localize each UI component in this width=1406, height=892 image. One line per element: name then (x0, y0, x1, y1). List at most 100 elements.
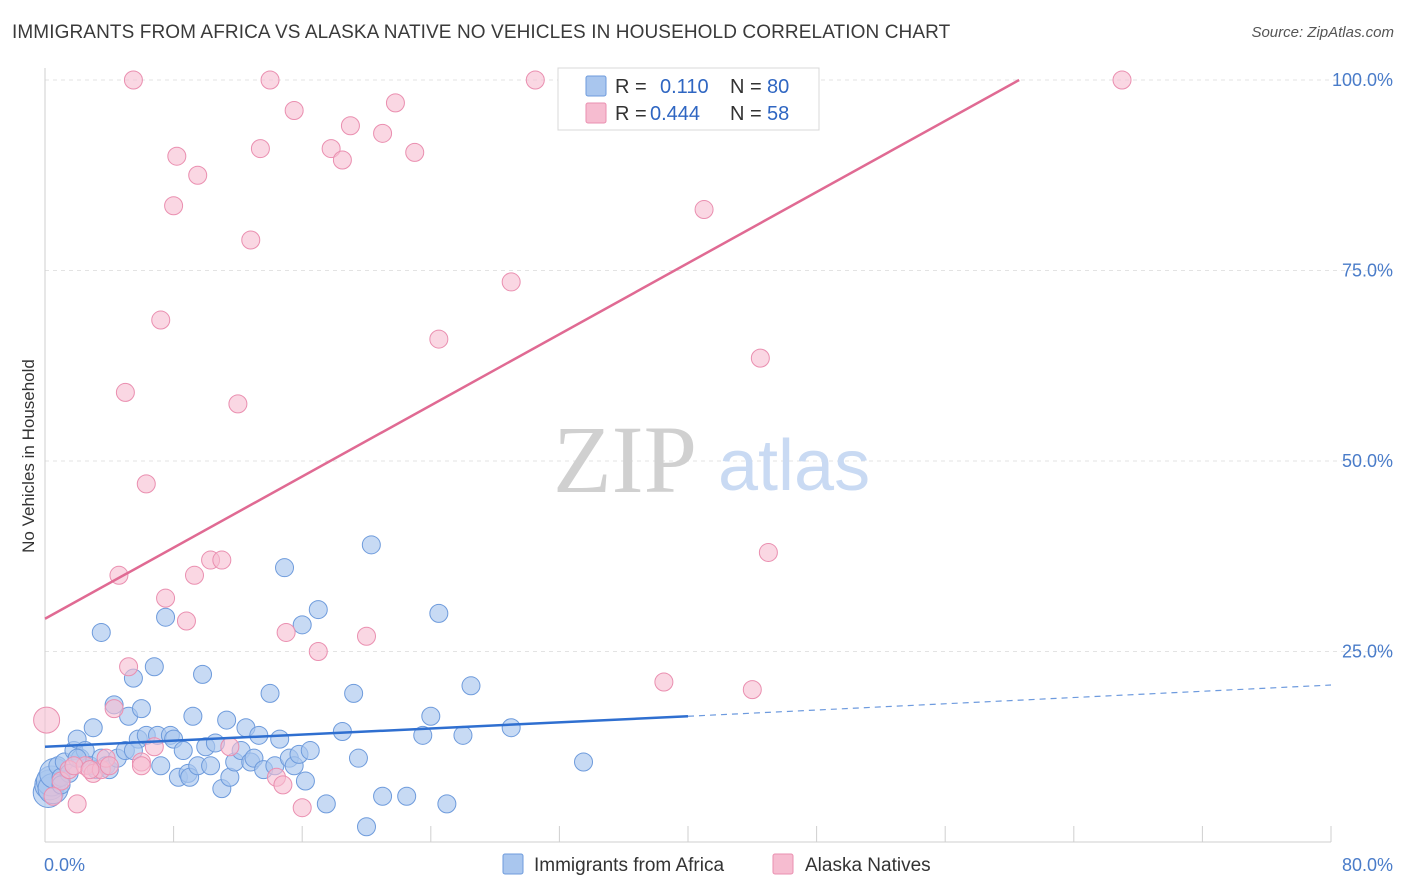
africa-point-63 (308, 600, 328, 620)
alaska-point-19 (164, 196, 184, 216)
alaska-point-9 (104, 699, 124, 719)
africa-point-34 (173, 741, 193, 761)
legend-swatch-africa (585, 75, 607, 97)
bottom-legend-alaska: Alaska Natives (805, 855, 931, 876)
alaska-point-36 (308, 642, 328, 661)
alaska-point-32 (273, 775, 293, 795)
africa-point-70 (373, 786, 393, 806)
alaska-point-56 (80, 760, 100, 780)
legend-r-label-africa: R = (615, 76, 647, 98)
trend-line-alaska (44, 78, 1020, 620)
africa-point-30 (156, 607, 176, 627)
alaska-point-29 (250, 139, 270, 159)
watermark-zip: ZIP (553, 406, 697, 513)
trend-lines (44, 78, 1332, 748)
watermark: ZIP atlas (553, 406, 870, 513)
africa-point-69 (361, 535, 381, 555)
africa-point-67 (348, 748, 368, 768)
africa-point-72 (413, 725, 433, 745)
alaska-point-23 (188, 165, 208, 185)
alaska-point-46 (525, 70, 545, 90)
alaska-point-25 (212, 550, 232, 570)
legend-r-value-africa: 0.110 (660, 76, 709, 98)
watermark-atlas: atlas (718, 426, 870, 506)
alaska-point-12 (119, 657, 139, 677)
alaska-point-35 (292, 798, 312, 818)
alaska-point-44 (429, 329, 449, 349)
x-tick-labels: 0.0% 80.0% (44, 855, 1393, 875)
alaska-point-52 (758, 542, 778, 562)
y-tick-label-1: 75.0% (1342, 261, 1393, 281)
alaska-point-28 (241, 230, 261, 250)
legend-n-value-alaska: 58 (767, 103, 789, 125)
africa-point-44 (217, 710, 237, 730)
africa-point-25 (131, 699, 151, 719)
alaska-point-8 (99, 756, 119, 776)
legend-r-value-alaska: 0.444 (650, 103, 700, 125)
africa-point-14 (83, 718, 103, 738)
africa-point-39 (193, 664, 213, 684)
africa-point-41 (201, 756, 221, 776)
alaska-point-50 (742, 680, 762, 700)
africa-point-55 (270, 729, 290, 749)
africa-point-62 (300, 741, 320, 761)
y-axis-title: No Vehicles in Household (19, 359, 38, 553)
africa-point-56 (275, 558, 295, 578)
legend-n-value-africa: 80 (767, 76, 789, 98)
alaska-point-11 (115, 382, 135, 402)
africa-point-53 (260, 683, 280, 703)
alaska-point-13 (123, 70, 143, 90)
africa-point-75 (437, 794, 457, 814)
africa-point-61 (295, 771, 315, 791)
stats-legend: R = 0.110 N = 80 R = 0.444 N = 58 (557, 67, 820, 131)
africa-point-74 (429, 603, 449, 623)
alaska-point-0 (33, 706, 61, 734)
africa-point-68 (357, 817, 376, 837)
alaska-point-40 (357, 626, 376, 646)
bottom-legend-africa: Immigrants from Africa (534, 855, 724, 876)
alaska-point-43 (405, 142, 425, 162)
africa-point-76 (453, 725, 473, 745)
alaska-point-18 (156, 588, 176, 608)
bottom-legend-swatch-alaska (772, 853, 794, 875)
legend-n-label-alaska: N = (730, 103, 762, 125)
alaska-point-38 (332, 150, 352, 170)
y-tick-labels: 100.0% 75.0% 50.0% 25.0% (1332, 70, 1393, 662)
alaska-point-33 (276, 622, 296, 642)
alaska-point-34 (284, 100, 304, 120)
alaska-point-26 (220, 737, 240, 757)
africa-point-77 (461, 676, 481, 696)
alaska-point-3 (67, 794, 87, 814)
alaska-point-37 (321, 139, 341, 159)
series-legend: Immigrants from Africa Alaska Natives (502, 853, 931, 876)
alaska-point-51 (750, 348, 770, 368)
alaska-point-45 (501, 272, 521, 292)
africa-point-73 (421, 706, 441, 726)
alaska-point-39 (340, 116, 360, 136)
africa-point-27 (144, 657, 164, 677)
africa-point-29 (151, 756, 171, 776)
alaska-point-53 (1112, 70, 1132, 90)
alaska-point-48 (654, 672, 674, 692)
alaska-point-22 (184, 565, 204, 585)
alaska-point-49 (694, 200, 714, 220)
y-tick-label-3: 25.0% (1342, 642, 1393, 662)
x-tick-label-1: 80.0% (1342, 855, 1393, 875)
africa-point-78 (501, 718, 521, 738)
africa-point-79 (574, 752, 594, 772)
legend-n-label-africa: N = (730, 76, 762, 98)
africa-point-37 (183, 706, 203, 726)
africa-point-81 (91, 622, 111, 642)
trend-line-africa-extension (687, 684, 1332, 717)
chart-title: IMMIGRANTS FROM AFRICA VS ALASKA NATIVE … (12, 22, 951, 43)
alaska-point-20 (167, 146, 187, 166)
y-tick-label-2: 50.0% (1342, 451, 1393, 471)
alaska-point-57 (131, 756, 151, 776)
grid-lines (45, 79, 1392, 652)
alaska-point-27 (228, 394, 248, 414)
bottom-legend-swatch-africa (502, 853, 524, 875)
alaska-point-15 (136, 474, 156, 494)
alaska-point-42 (385, 93, 405, 113)
africa-point-66 (344, 683, 364, 703)
